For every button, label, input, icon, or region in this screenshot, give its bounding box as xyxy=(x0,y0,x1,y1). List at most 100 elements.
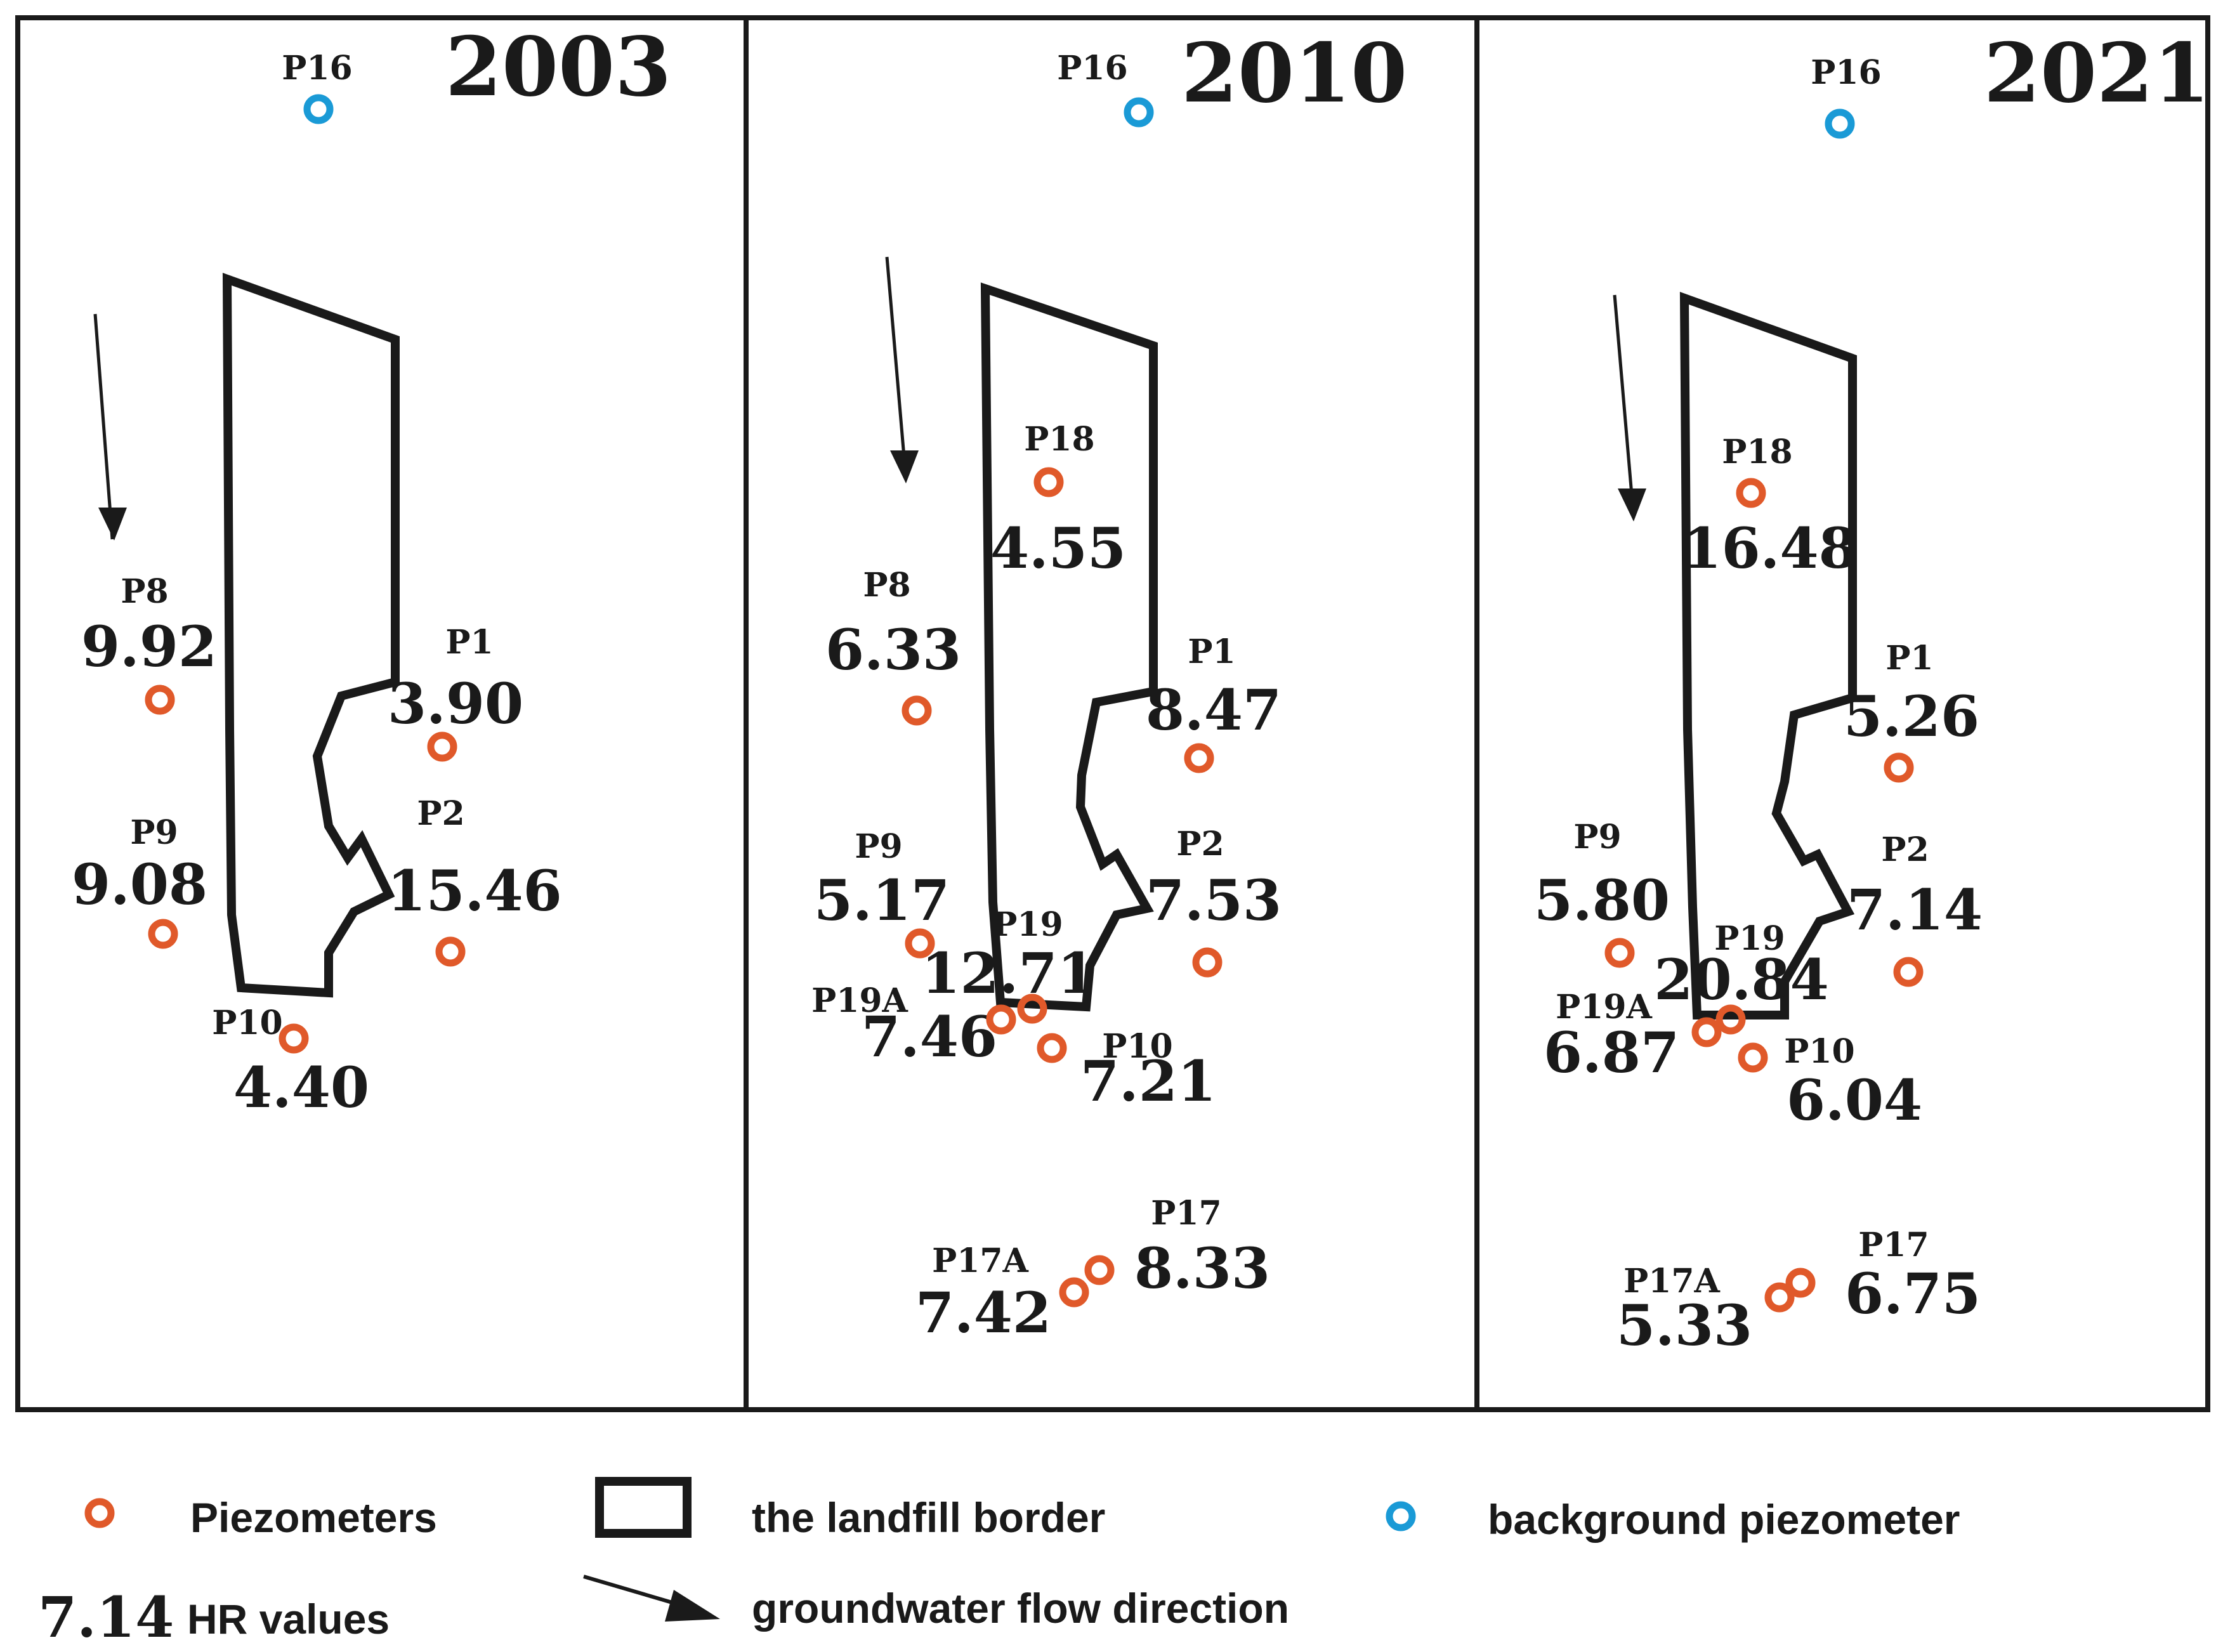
hr-value: 9.92 xyxy=(81,613,217,679)
hr-value: 20.84 xyxy=(1654,947,1829,1013)
hr-value: 5.17 xyxy=(814,867,950,933)
piezometer-id: P1 xyxy=(1885,639,1933,678)
piezometer-id: P2 xyxy=(1176,825,1224,863)
piezometer-marker xyxy=(986,1004,1016,1035)
piezometer-marker xyxy=(1084,1255,1115,1285)
background-piezometer-marker xyxy=(1825,108,1855,139)
hr-value: 3.90 xyxy=(388,671,523,737)
piezometer-id: P9 xyxy=(130,813,178,852)
piezometer-id: P19 xyxy=(1714,919,1785,958)
piezometer-marker xyxy=(1033,467,1064,497)
landfill-border xyxy=(1679,292,1857,1019)
hr-value: 7.53 xyxy=(1146,867,1282,933)
piezometer-id: P9 xyxy=(855,827,902,866)
hr-value: 5.80 xyxy=(1534,867,1670,933)
hr-value: 9.08 xyxy=(72,851,207,917)
piezometer-id: P8 xyxy=(121,572,168,611)
hr-value: 5.33 xyxy=(1616,1292,1752,1358)
piezometer-id: P8 xyxy=(863,566,910,605)
legend-hr-example-value: 7.14 xyxy=(38,1584,174,1650)
hr-value: 7.21 xyxy=(1080,1048,1216,1114)
piezometer-marker xyxy=(1059,1277,1089,1308)
piezometer-marker xyxy=(1184,743,1214,773)
piezometer-marker xyxy=(435,936,466,967)
piezometer-id: P9 xyxy=(1573,818,1621,856)
piezometer-marker xyxy=(148,919,178,949)
panel-year: 2021 xyxy=(1984,26,2210,121)
piezometer-marker xyxy=(1037,1033,1067,1063)
piezometer-id: P10 xyxy=(1102,1027,1172,1066)
legend-background-piezometer-icon xyxy=(1386,1501,1416,1531)
panel-2003: 2003 P16 P8 9.92 P1 3.90 P9 9.08 P2 15.4… xyxy=(72,20,671,1120)
piezometer-id: P17A xyxy=(932,1242,1028,1280)
piezometer-marker xyxy=(1017,993,1047,1024)
hr-value: 7.46 xyxy=(862,1004,997,1070)
arrowhead-icon xyxy=(1618,488,1646,521)
hr-value: 8.47 xyxy=(1146,677,1282,743)
legend-piezometer-icon xyxy=(84,1498,115,1528)
piezometer-marker xyxy=(1764,1282,1795,1313)
hr-value: 6.04 xyxy=(1787,1067,1922,1133)
piezometer-marker xyxy=(1715,1004,1746,1035)
legend-hr-values-label: HR values xyxy=(187,1596,390,1642)
panel-2021: 2021 P16 P18 16.48 P1 5.26 P9 5.80 P2 7.… xyxy=(1534,26,2210,1358)
legend-background-piezometer-label: background piezometer xyxy=(1488,1496,1960,1543)
legend-flow-arrowhead-icon xyxy=(665,1590,720,1622)
hr-value: 6.87 xyxy=(1544,1019,1679,1085)
groundwater-flow-arrow xyxy=(93,313,114,540)
hr-value: 12.71 xyxy=(921,940,1096,1006)
piezometer-marker xyxy=(1192,947,1223,978)
piezometer-marker xyxy=(1884,752,1914,783)
hr-value: 16.48 xyxy=(1682,515,1858,581)
piezometer-id: P17 xyxy=(1151,1194,1221,1233)
piezometer-id: P16 xyxy=(282,49,352,88)
hr-value: 5.26 xyxy=(1844,683,1979,749)
piezometer-marker xyxy=(1736,478,1766,508)
piezometer-marker xyxy=(1785,1268,1816,1298)
panel-2010: 2010 P16 P18 4.55 P8 6.33 P1 8.47 P9 5.1… xyxy=(811,26,1407,1346)
piezometer-id: P16 xyxy=(1057,49,1127,88)
piezometer-id: P19A xyxy=(1556,988,1652,1026)
piezometer-id: P17 xyxy=(1858,1226,1929,1264)
arrowhead-icon xyxy=(98,508,127,541)
hr-value: 15.46 xyxy=(387,858,562,924)
arrowhead-icon xyxy=(890,450,919,483)
landfill-border xyxy=(222,273,400,998)
groundwater-flow-arrow xyxy=(1613,294,1634,495)
legend-flow-direction-label: groundwater flow direction xyxy=(752,1585,1289,1632)
piezometer-marker xyxy=(427,731,457,762)
piezometer-id: P19 xyxy=(992,905,1063,944)
piezometer-id: P10 xyxy=(212,1004,282,1042)
legend: Piezometers the landfill border backgrou… xyxy=(38,1477,1960,1650)
hr-value: 6.75 xyxy=(1845,1261,1981,1327)
piezometer-id: P2 xyxy=(417,794,464,833)
hr-value: 7.14 xyxy=(1847,877,1983,943)
piezometer-id: P10 xyxy=(1784,1032,1854,1071)
background-piezometer-marker xyxy=(1124,97,1154,128)
piezometer-id: P1 xyxy=(1188,633,1235,671)
piezometer-id: P2 xyxy=(1881,830,1929,869)
hr-value: 6.33 xyxy=(825,617,961,683)
map-frame xyxy=(15,15,2210,1412)
piezometer-marker xyxy=(279,1023,309,1054)
hr-value: 4.40 xyxy=(233,1054,369,1120)
piezometer-marker xyxy=(1738,1042,1768,1073)
piezometer-marker xyxy=(145,685,175,715)
piezometer-marker xyxy=(1604,938,1635,968)
piezometer-marker xyxy=(1691,1017,1722,1047)
hr-value: 7.42 xyxy=(915,1280,1051,1346)
piezometer-id: P18 xyxy=(1024,420,1094,459)
legend-landfill-border-icon xyxy=(595,1477,692,1538)
piezometer-marker xyxy=(905,928,935,959)
piezometer-marker xyxy=(902,695,932,726)
piezometer-id: P16 xyxy=(1811,53,1881,92)
groundwater-flow-arrow xyxy=(885,256,906,457)
piezometer-id: P1 xyxy=(445,623,493,662)
panel-year: 2003 xyxy=(445,20,671,115)
piezometer-marker xyxy=(1893,957,1924,987)
hr-value: 8.33 xyxy=(1134,1235,1270,1301)
legend-landfill-border-label: the landfill border xyxy=(752,1494,1105,1541)
landfill-border xyxy=(980,282,1158,1012)
hr-value: 4.55 xyxy=(990,515,1126,581)
